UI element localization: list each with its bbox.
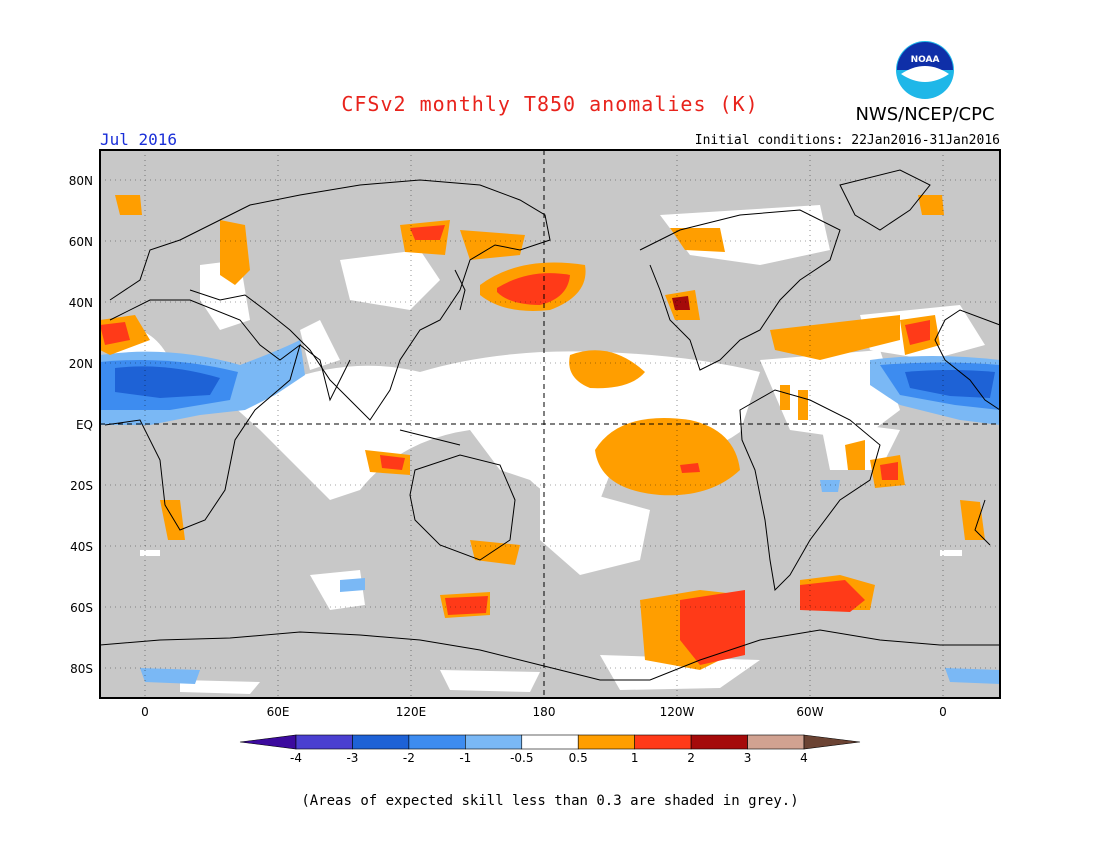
- lat-label: 80N: [69, 174, 93, 188]
- legend-tick-label: -1: [459, 751, 471, 765]
- lat-label: 20N: [69, 357, 93, 371]
- graticule: [100, 150, 1000, 698]
- legend-tick-label: -0.5: [510, 751, 533, 765]
- forecast-month: Jul 2016: [100, 130, 178, 149]
- noaa-logo-text: NOAA: [911, 55, 940, 65]
- legend-arrow-low: [239, 734, 297, 750]
- lon-label: 60E: [267, 705, 290, 719]
- legend-swatch: [408, 734, 466, 750]
- lon-label: 0: [939, 705, 947, 719]
- lat-label: EQ: [76, 418, 93, 432]
- lon-label: 0: [141, 705, 149, 719]
- legend-tick-label: 0.5: [569, 751, 588, 765]
- lon-label: 120E: [396, 705, 427, 719]
- agency-label: NWS/NCEP/CPC: [855, 104, 995, 125]
- legend-swatch: [634, 734, 692, 750]
- legend-tick-label: -4: [290, 751, 302, 765]
- legend-swatch: [747, 734, 805, 750]
- legend-swatch: [521, 734, 579, 750]
- lon-axis: 0 60E 120E 180 120W 60W 0: [141, 705, 947, 719]
- lat-label: 60N: [69, 235, 93, 249]
- color-legend: -4 -3 -2 -1 -0.5 0.5 1 2 3 4: [239, 734, 861, 765]
- legend-swatch: [577, 734, 635, 750]
- legend-swatch: [352, 734, 410, 750]
- legend-tick-label: -3: [346, 751, 358, 765]
- lat-label: 40N: [69, 296, 93, 310]
- legend-tick-label: 3: [744, 751, 752, 765]
- coastlines: [99, 169, 1001, 681]
- lon-label: 60W: [796, 705, 823, 719]
- legend-tick-label: 2: [687, 751, 695, 765]
- legend-tick-label: 4: [800, 751, 808, 765]
- noaa-logo: NOAA: [896, 41, 954, 99]
- lat-label: 20S: [70, 479, 93, 493]
- legend-tick-label: -2: [403, 751, 415, 765]
- lat-label: 40S: [70, 540, 93, 554]
- map-frame: [99, 149, 1001, 699]
- legend-arrow-high: [803, 734, 861, 750]
- legend-tick-label: 1: [631, 751, 639, 765]
- legend-swatch: [465, 734, 523, 750]
- positive-anomalies: [100, 195, 985, 670]
- lat-axis: 80N 60N 40N 20N EQ 20S 40S 60S 80S: [69, 174, 93, 676]
- legend-swatch: [690, 734, 748, 750]
- lat-label: 60S: [70, 601, 93, 615]
- chart-title: CFSv2 monthly T850 anomalies (K): [341, 92, 759, 116]
- lat-label: 80S: [70, 662, 93, 676]
- lon-label: 180: [533, 705, 556, 719]
- negative-anomalies: [100, 340, 1000, 684]
- lon-label: 120W: [660, 705, 695, 719]
- skill-footnote: (Areas of expected skill less than 0.3 a…: [301, 793, 799, 809]
- legend-swatch: [295, 734, 353, 750]
- initial-conditions: Initial conditions: 22Jan2016-31Jan2016: [694, 133, 1000, 148]
